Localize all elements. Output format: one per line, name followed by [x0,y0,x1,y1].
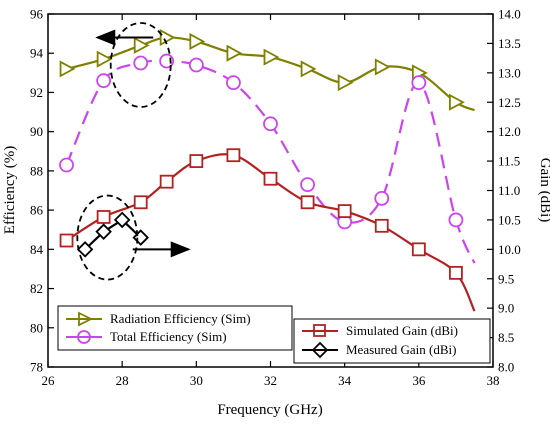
legend-top-box [57,305,293,351]
y-tick-label-right: 10.0 [498,242,521,257]
data-point [411,242,426,257]
y-tick-label-left: 82 [30,281,43,296]
y-tick-label-left: 94 [30,46,44,61]
legend-label-meas-gain: Measured Gain (dBi) [346,342,456,357]
x-tick-label: 36 [412,373,426,388]
data-point [449,265,463,280]
x-tick-label: 30 [190,373,203,388]
legend-label-radiation: Radiation Efficiency (Sim) [110,311,251,326]
y-tick-label-right: 9.5 [498,271,514,286]
data-point [263,116,278,132]
annotation-ellipse-efficiency [109,22,172,108]
y-tick-label-left: 78 [30,360,43,375]
x-tick-label: 28 [116,373,129,388]
x-tick-label: 26 [42,373,56,388]
data-point [96,210,111,224]
legend-bottom-box [293,318,491,364]
data-point [374,190,390,206]
data-point [133,195,148,210]
y-tick-label-left: 86 [30,203,44,218]
data-point [189,32,206,50]
data-point [263,171,278,186]
data-point [448,212,464,228]
legend-marker-total [77,330,91,344]
series-line [84,218,142,251]
y-tick-label-left: 84 [30,242,44,257]
series-total-efficiency-sim [59,53,476,264]
data-point [300,195,315,210]
y-tick-label-right: 9.0 [498,301,514,316]
series-measured-gain-dbi [76,211,149,258]
y-tick-label-right: 10.5 [498,212,521,227]
data-point [226,44,243,62]
data-point [263,48,280,66]
data-point [337,204,352,218]
y-tick-label-right: 13.5 [498,36,521,51]
data-point [374,58,391,76]
data-point [95,223,112,240]
y-tick-label-left: 80 [30,320,43,335]
y-tick-label-right: 12.5 [498,95,521,110]
x-axis-title: Frequency (GHz) [217,402,322,418]
y-tick-label-left: 88 [30,163,43,178]
y-tick-label-right: 8.0 [498,360,514,375]
data-point [59,60,76,78]
data-point [59,157,74,173]
data-point [113,211,131,229]
y-tick-label-right: 8.5 [498,330,514,345]
data-point [159,174,174,189]
data-point [133,36,150,54]
y-tick-label-right: 11.0 [498,183,520,198]
data-point [133,55,149,71]
legend-label-sim-gain: Simulated Gain (dBi) [346,323,458,338]
legend-marker-meas-gain [311,341,329,359]
legend-top: Radiation Efficiency (Sim) Total Efficie… [57,305,293,351]
data-point [374,218,389,233]
data-point [59,233,74,248]
data-point [449,93,465,111]
data-point [337,74,354,92]
series-simulated-gain-dbi [59,148,476,312]
y-axis-title-right: Gain (dBi) [537,158,550,223]
y-tick-label-right: 12.0 [498,124,521,139]
data-point [300,60,317,78]
data-point [226,148,241,163]
data-point [76,241,94,258]
legend-marker-sim-gain [313,324,326,337]
y-tick-label-left: 90 [30,124,43,139]
data-point [96,73,112,89]
y-tick-label-right: 13.0 [498,65,521,80]
y-tick-label-left: 96 [30,7,44,22]
y-tick-label-right: 11.5 [498,154,520,169]
y-tick-label-left: 92 [30,85,43,100]
x-tick-label: 38 [487,373,500,388]
x-tick-label: 34 [338,373,352,388]
data-point [226,75,241,91]
data-point [96,50,113,68]
legend-marker-radiation [78,311,94,327]
data-point [300,177,315,193]
series-radiation-efficiency-sim [59,29,475,112]
annotation-ellipse-gain [76,194,139,281]
series-line [65,59,476,264]
legend-bottom: Simulated Gain (dBi) Measured Gain (dBi) [293,318,491,364]
data-point [159,29,176,47]
legend-label-total: Total Efficiency (Sim) [110,329,227,344]
x-tick-label: 32 [264,373,277,388]
data-point [411,75,427,91]
data-point [188,57,204,73]
y-tick-label-right: 14.0 [498,7,521,22]
data-point [189,154,204,168]
y-axis-title-left: Efficiency (%) [2,146,18,234]
